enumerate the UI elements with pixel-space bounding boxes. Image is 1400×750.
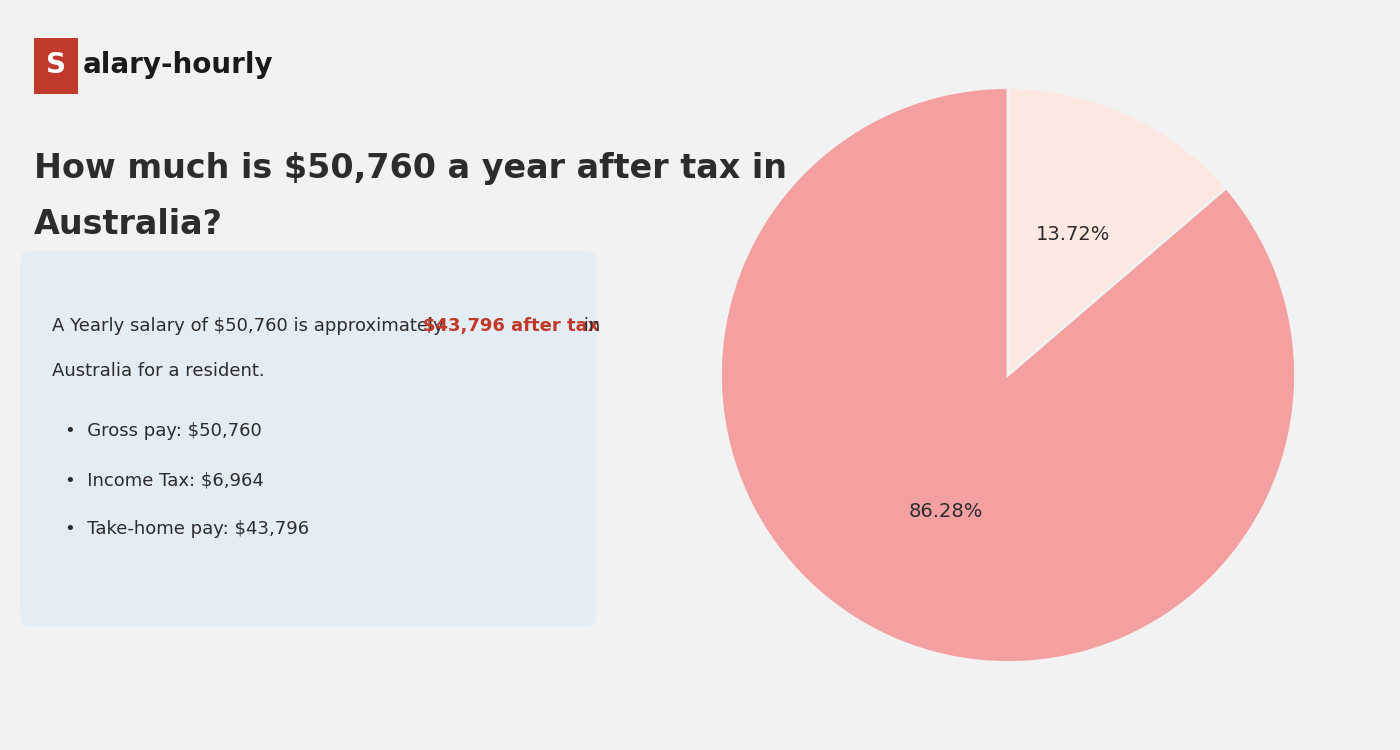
Text: alary-hourly: alary-hourly: [83, 51, 274, 80]
Text: in: in: [578, 317, 601, 335]
FancyBboxPatch shape: [21, 251, 596, 626]
Text: •  Income Tax: $6,964: • Income Tax: $6,964: [64, 471, 263, 489]
Text: •  Take-home pay: $43,796: • Take-home pay: $43,796: [64, 520, 309, 538]
Text: •  Gross pay: $50,760: • Gross pay: $50,760: [64, 422, 262, 440]
Wedge shape: [721, 88, 1295, 662]
Text: 13.72%: 13.72%: [1036, 225, 1110, 244]
Text: S: S: [46, 51, 66, 80]
Text: A Yearly salary of $50,760 is approximately: A Yearly salary of $50,760 is approximat…: [52, 317, 449, 335]
Text: Australia for a resident.: Australia for a resident.: [52, 362, 265, 380]
Text: $43,796 after tax: $43,796 after tax: [423, 317, 599, 335]
Text: 86.28%: 86.28%: [909, 502, 983, 520]
Text: Australia?: Australia?: [34, 209, 223, 242]
Text: How much is $50,760 a year after tax in: How much is $50,760 a year after tax in: [34, 152, 787, 185]
Wedge shape: [1008, 88, 1226, 375]
FancyBboxPatch shape: [34, 38, 78, 94]
